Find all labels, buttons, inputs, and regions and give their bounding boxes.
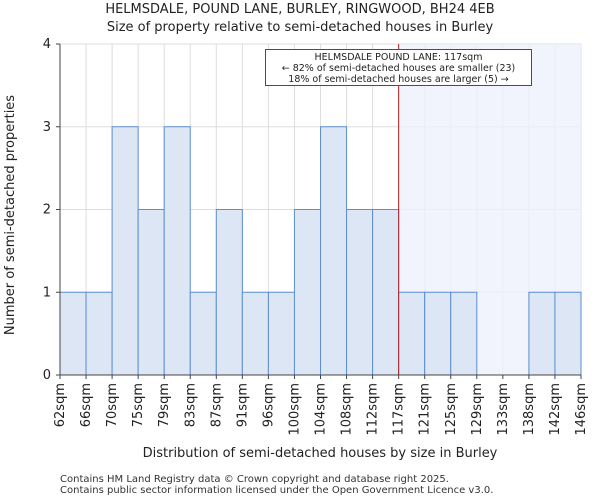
annotation-line-2: ← 82% of semi-detached houses are smalle…: [281, 63, 516, 74]
histogram-bar: [267, 291, 295, 376]
x-tick-label: 96sqm: [261, 383, 276, 427]
x-tick-label: 142sqm: [548, 383, 563, 436]
histogram-bar: [424, 291, 452, 376]
x-tick-label: 79sqm: [157, 383, 172, 427]
x-tick-label: 133sqm: [496, 383, 511, 436]
histogram-bar: [528, 291, 556, 376]
histogram-bar: [137, 209, 165, 376]
x-tick-label: 83sqm: [183, 383, 198, 427]
x-tick-label: 70sqm: [105, 383, 120, 427]
annotation-line-3: 18% of semi-detached houses are larger (…: [288, 74, 509, 85]
histogram-bar: [163, 126, 191, 376]
x-tick-label: 104sqm: [314, 383, 329, 436]
x-tick-label: 62sqm: [53, 383, 68, 427]
x-tick-label: 121sqm: [418, 383, 433, 436]
x-tick-label: 66sqm: [79, 383, 94, 427]
annotation-line-1: HELMSDALE POUND LANE: 117sqm: [314, 52, 483, 63]
histogram-bar: [215, 209, 243, 376]
x-tick-label: 75sqm: [131, 383, 146, 427]
chart-title: HELMSDALE, POUND LANE, BURLEY, RINGWOOD,…: [105, 2, 495, 17]
bars-layer: [59, 126, 582, 376]
x-tick-label: 108sqm: [340, 383, 355, 436]
histogram-bar: [450, 291, 478, 376]
histogram-bar: [111, 126, 139, 376]
property-annotation-box: HELMSDALE POUND LANE: 117sqm ← 82% of se…: [265, 49, 532, 86]
x-tick-label: 91sqm: [235, 383, 250, 427]
x-tick-label: 125sqm: [444, 383, 459, 436]
x-tick-label: 100sqm: [287, 383, 302, 436]
histogram-bar: [398, 291, 426, 376]
y-tick-label: 2: [43, 203, 51, 218]
y-tick-label: 1: [43, 285, 51, 300]
x-axis-label: Distribution of semi-detached houses by …: [143, 446, 498, 461]
x-tick-label: 117sqm: [392, 383, 407, 436]
histogram-bar: [241, 291, 269, 376]
histogram-bar: [372, 209, 400, 376]
y-tick-label: 4: [43, 37, 51, 52]
x-tick-label: 129sqm: [470, 383, 485, 436]
footer-licence: Contains public sector information licen…: [60, 485, 494, 496]
chart-subtitle: Size of property relative to semi-detach…: [106, 20, 494, 35]
axes-layer: 0 1 2 3 4 62sqm 66sqm 70sqm 75sqm 79sqm 83sqm 87sqm…: [43, 37, 589, 436]
y-axis-label: Number of semi-detached properties: [3, 95, 18, 335]
y-tick-label: 0: [43, 368, 51, 383]
x-tick-label: 87sqm: [209, 383, 224, 427]
histogram-bar: [293, 209, 322, 376]
histogram-bar: [320, 126, 348, 376]
histogram-bar: [85, 291, 113, 376]
histogram-bar: [59, 291, 87, 376]
histogram-bar: [346, 209, 374, 376]
x-tick-label: 146sqm: [574, 383, 589, 436]
histogram-bar: [554, 291, 582, 376]
y-tick-label: 3: [43, 120, 51, 135]
histogram-bar: [189, 291, 217, 376]
x-tick-label: 112sqm: [366, 383, 381, 436]
footer-copyright: Contains HM Land Registry data © Crown c…: [60, 474, 449, 485]
x-tick-label: 138sqm: [522, 383, 537, 436]
